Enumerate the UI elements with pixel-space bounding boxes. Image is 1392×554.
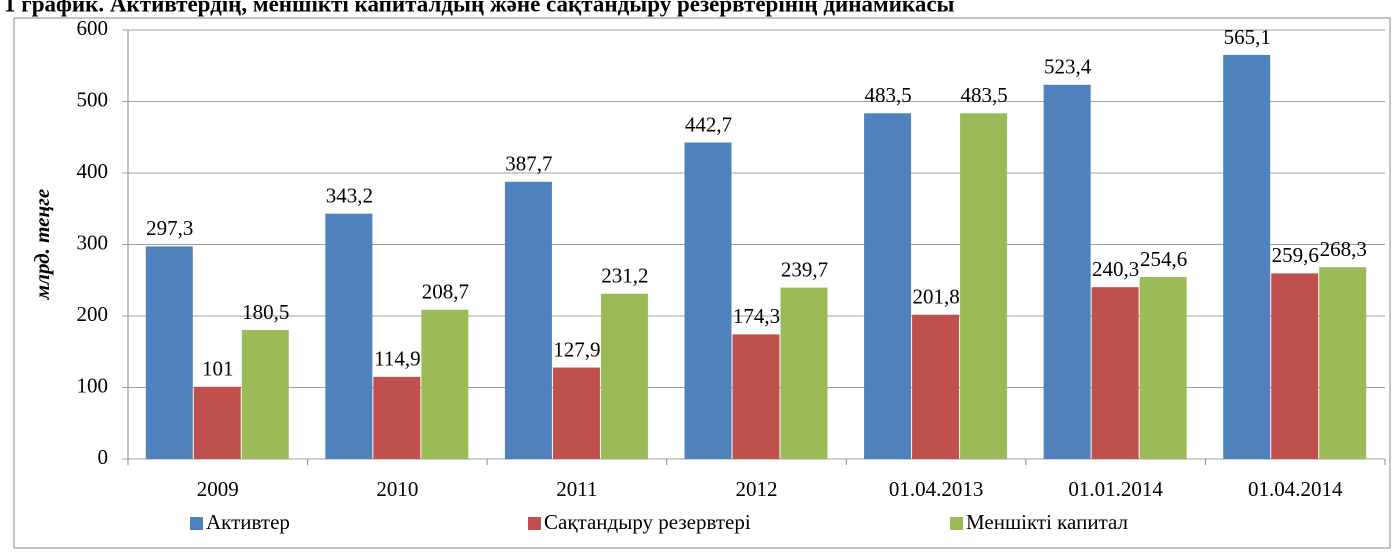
data-label: 127,9: [553, 337, 600, 361]
bar: [912, 314, 960, 459]
bar: [732, 334, 780, 459]
bar: [421, 309, 469, 459]
bar: [1271, 273, 1319, 459]
bar: [1139, 276, 1187, 459]
data-label: 174,3: [733, 304, 780, 328]
data-label: 114,9: [374, 347, 420, 371]
data-label: 254,6: [1140, 247, 1187, 271]
y-tick-label: 500: [77, 87, 109, 111]
data-label: 483,5: [864, 83, 911, 107]
data-label: 208,7: [422, 280, 469, 304]
bar: [684, 142, 732, 460]
data-label: 201,8: [912, 285, 959, 309]
data-label: 297,3: [146, 216, 193, 240]
x-tick-label: 2009: [197, 477, 239, 501]
y-tick-label: 600: [77, 16, 109, 40]
data-label: 442,7: [685, 112, 732, 136]
y-axis-label: млрд. теңге: [30, 189, 54, 300]
data-label: 180,5: [242, 300, 289, 324]
y-tick-label: 0: [98, 445, 109, 469]
bar: [504, 181, 552, 459]
bar: [325, 213, 373, 459]
data-label: 259,6: [1272, 243, 1319, 267]
chart-frame: [13, 17, 1391, 549]
x-tick-label: 01.01.2014: [1068, 477, 1163, 501]
bar: [373, 376, 421, 459]
bar: [145, 246, 193, 459]
bar: [1043, 84, 1091, 460]
bar: [241, 329, 289, 459]
legend-label: Активтер: [206, 510, 290, 534]
x-tick-label: 01.04.2014: [1248, 477, 1343, 501]
x-tick-label: 01.04.2013: [889, 477, 984, 501]
x-tick-label: 2011: [556, 477, 597, 501]
legend-label: Сақтандыру резервтері: [544, 510, 751, 534]
bar: [780, 287, 828, 459]
x-tick-label: 2012: [736, 477, 778, 501]
y-tick-label: 200: [77, 302, 109, 326]
data-label: 268,3: [1320, 237, 1367, 261]
data-label: 240,3: [1092, 257, 1139, 281]
bar: [193, 386, 241, 459]
bar: [960, 113, 1008, 460]
data-label: 565,1: [1224, 25, 1271, 49]
data-label: 523,4: [1044, 55, 1092, 79]
y-tick-label: 300: [77, 230, 109, 254]
bar: [1319, 267, 1367, 459]
legend-swatch: [950, 517, 963, 530]
bar: [552, 367, 600, 459]
data-label: 483,5: [960, 83, 1007, 107]
chart-title: 1 график. Активтердің, меншікті капиталд…: [4, 0, 955, 16]
legend-swatch: [190, 517, 203, 530]
bar: [1091, 287, 1139, 459]
legend-label: Меншікті капитал: [966, 510, 1128, 534]
x-tick-label: 2010: [376, 477, 418, 501]
data-label: 239,7: [781, 257, 828, 281]
legend-swatch: [528, 517, 541, 530]
y-tick-label: 100: [77, 373, 109, 397]
y-tick-label: 400: [77, 159, 109, 183]
bar: [864, 113, 912, 460]
data-label: 231,2: [601, 264, 648, 288]
bar: [1223, 54, 1271, 460]
bar: [600, 293, 648, 459]
data-label: 387,7: [505, 152, 552, 176]
data-label: 101: [202, 357, 234, 381]
data-label: 343,2: [326, 183, 373, 207]
